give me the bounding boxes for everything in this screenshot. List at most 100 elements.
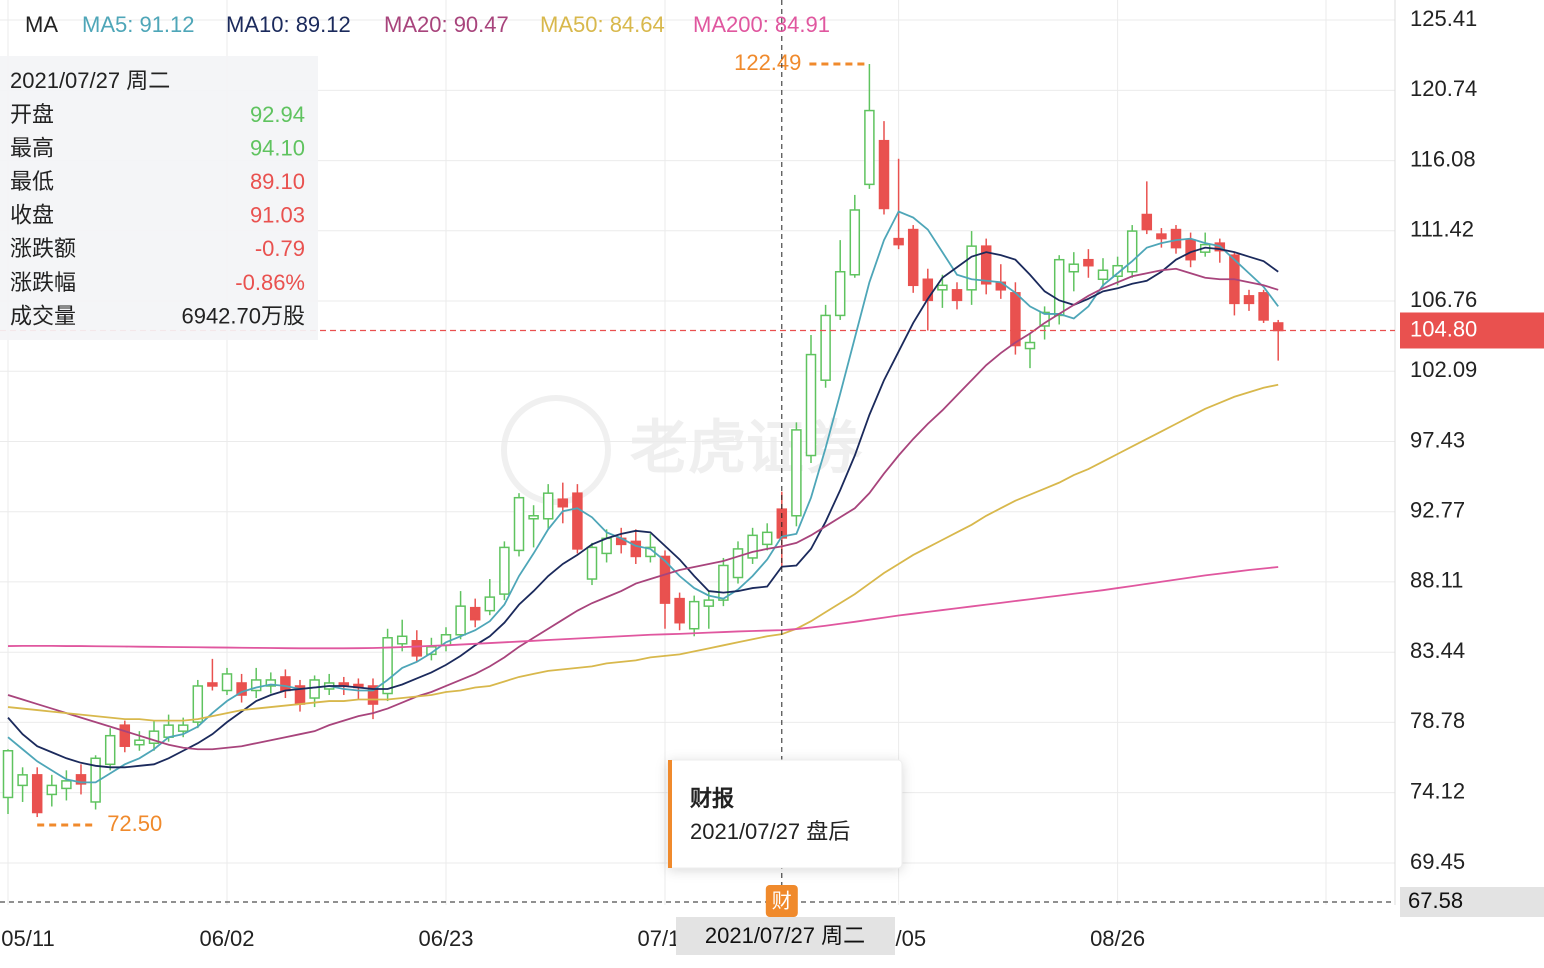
candle-body — [703, 599, 715, 607]
info-label: 涨跌额 — [10, 236, 76, 261]
y-tick-label: 83.44 — [1410, 638, 1465, 663]
x-tick-label: 06/23 — [418, 926, 473, 951]
candle-body — [805, 353, 817, 457]
event-subtitle: 2021/07/27 盘后 — [690, 819, 850, 844]
candle-body — [1083, 258, 1094, 267]
candle-body — [747, 534, 758, 559]
candle-body — [1170, 228, 1182, 249]
info-label: 最高 — [10, 135, 54, 160]
candle-body — [542, 492, 554, 520]
candle-body — [966, 245, 977, 291]
candle-body — [382, 637, 393, 695]
candle-body — [207, 682, 218, 687]
info-value: 94.10 — [250, 135, 305, 160]
info-label: 涨跌幅 — [10, 270, 76, 295]
y-tick-label: 97.43 — [1410, 427, 1465, 452]
candle-body — [2, 750, 14, 799]
info-value: 6942.70万股 — [181, 303, 305, 328]
ma-line — [7, 566, 1279, 650]
candle-body — [864, 109, 875, 186]
info-label: 收盘 — [10, 203, 54, 228]
candle-body — [177, 724, 189, 732]
y-tick-label: 74.12 — [1410, 778, 1465, 803]
event-marker: 财 — [772, 889, 792, 912]
candle-body — [528, 515, 539, 520]
candle-body — [557, 498, 569, 508]
candle-body — [1097, 269, 1109, 281]
candle-body — [1272, 322, 1284, 332]
y-tick-label: 88.11 — [1410, 568, 1463, 593]
candle-body — [163, 724, 174, 738]
candle-body — [1258, 292, 1269, 321]
candle-body — [893, 237, 904, 246]
candle-body — [659, 555, 671, 604]
candle-body — [630, 540, 642, 558]
candle-body — [250, 679, 262, 692]
candle-body — [820, 314, 831, 381]
info-panel — [0, 56, 318, 340]
candle-body — [396, 635, 408, 645]
candle-body — [280, 676, 291, 692]
candle-body — [455, 605, 466, 636]
ma-line — [7, 246, 1279, 769]
watermark-logo — [501, 395, 611, 505]
crosshair-date-box — [676, 917, 895, 955]
crosshair-price: 67.58 — [1408, 888, 1463, 913]
info-label: 成交量 — [10, 303, 76, 328]
crosshair-date: 2021/07/27 周二 — [705, 923, 865, 948]
info-value: 91.03 — [250, 203, 305, 228]
y-tick-label: 120.74 — [1410, 76, 1477, 101]
event-title: 财报 — [690, 786, 734, 811]
candle-body — [499, 546, 510, 595]
candle-body — [674, 597, 685, 624]
ma-line — [7, 210, 1279, 784]
crosshair-price-box — [1400, 887, 1544, 917]
legend-entry: MA5: 91.12 — [82, 12, 195, 37]
candle-body — [1068, 263, 1080, 273]
candle-body — [119, 724, 131, 747]
candle-body — [148, 730, 160, 744]
candle-body — [922, 278, 934, 302]
candle-body — [513, 496, 525, 552]
y-tick-label: 106.76 — [1410, 287, 1477, 312]
legend-title: MA — [25, 12, 58, 37]
info-label: 最低 — [10, 169, 54, 194]
candle-body — [1112, 264, 1123, 278]
candle-body — [265, 679, 277, 687]
candle-body — [469, 606, 481, 621]
candle-body — [17, 774, 28, 787]
last-price-box — [1400, 312, 1544, 349]
y-tick-label: 78.78 — [1410, 708, 1465, 733]
candle-body — [849, 209, 861, 276]
candle-body — [236, 682, 247, 696]
candle-body — [995, 281, 1007, 291]
candle-body — [192, 685, 204, 723]
candle-body — [951, 289, 963, 302]
candle-body — [61, 780, 72, 790]
candle-body — [484, 596, 496, 612]
candle-body — [1141, 213, 1153, 231]
candle-body — [221, 673, 233, 692]
candle-body — [1126, 230, 1138, 273]
candle-body — [367, 685, 379, 705]
candle-body — [75, 774, 87, 785]
legend-entry: MA10: 89.12 — [226, 12, 351, 37]
candle-body — [1053, 258, 1065, 317]
info-value: -0.86% — [235, 270, 305, 295]
high-label: 122.49 — [734, 50, 801, 75]
y-tick-label: 125.41 — [1410, 6, 1477, 31]
last-price-label: 104.80 — [1410, 316, 1477, 341]
info-label: 开盘 — [10, 102, 54, 127]
info-value: -0.79 — [255, 236, 305, 261]
x-tick-label: 05/11 — [1, 926, 54, 951]
x-tick-label: 06/02 — [199, 926, 254, 951]
info-value: 89.10 — [250, 169, 305, 194]
candle-body — [104, 734, 116, 766]
event-tooltip — [667, 759, 903, 869]
candle-body — [1156, 233, 1167, 240]
candle-body — [937, 284, 948, 291]
candle-body — [31, 774, 43, 814]
candle-body — [1185, 239, 1196, 261]
